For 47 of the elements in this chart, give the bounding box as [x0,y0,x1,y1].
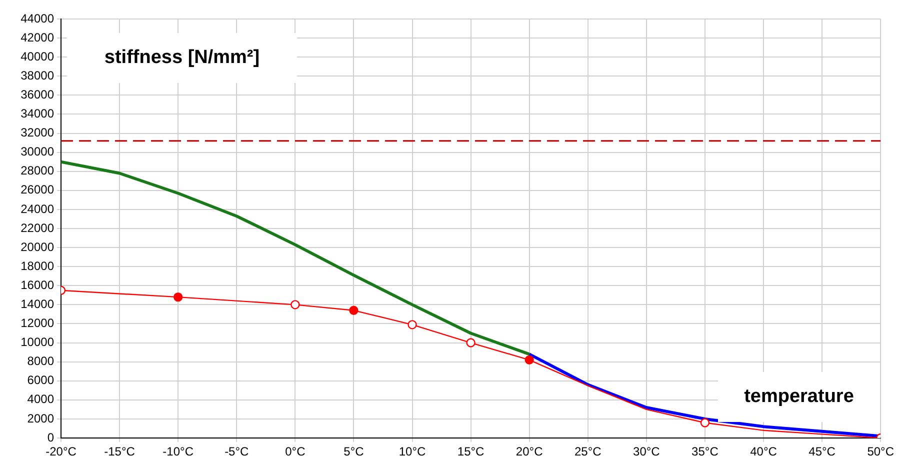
x-tick-label: 20°C [516,444,544,459]
y-tick-label: 22000 [20,220,54,235]
x-tick-label: 40°C [750,444,778,459]
point [524,355,534,365]
y-tick-label: 42000 [20,30,54,44]
x-tick-label: 25°C [574,444,602,459]
point [700,418,710,428]
y-tick-label: 28000 [20,164,54,178]
y-tick-label: 38000 [20,68,54,82]
x-tick-label: 45°C [808,444,836,459]
y-tick-label: 34000 [20,106,54,121]
y-tick-label: 6000 [27,373,54,388]
y-tick-label: 10000 [20,335,54,350]
y-tick-label: 32000 [20,126,54,140]
x-tick-label: 50°C [867,444,894,459]
y-tick-label: 40000 [20,49,54,64]
x-tick-label: 10°C [398,444,426,459]
y-tick-label: 8000 [27,354,54,368]
y-tick-label: 16000 [20,278,54,292]
x-axis-title: temperature [718,372,880,422]
x-tick-label: -15°C [104,444,136,459]
y-tick-label: 30000 [20,144,54,159]
y-tick-label: 44000 [20,11,54,26]
x-tick-label: -5°C [224,444,250,459]
x-tick-label: 5°C [344,444,364,459]
y-tick-label: 0 [47,430,54,444]
y-tick-label: 20000 [20,240,54,254]
x-tick-label: 0°C [285,444,306,459]
y-tick-label: 14000 [20,296,54,311]
x-tick-label: 30°C [633,444,660,459]
point [173,292,183,302]
point [466,338,476,348]
y-tick-label: 4000 [27,392,54,406]
y-tick-label: 2000 [27,411,54,426]
x-tick-label: 15°C [457,444,485,459]
y-tick-label: 12000 [20,316,54,330]
y-tick-label: 18000 [20,258,54,273]
point [408,320,417,330]
y-tick-label: 26000 [20,182,54,197]
y-axis-title: stiffness [N/mm²] [67,33,297,83]
x-tick-label: 35°C [692,444,719,459]
point [349,306,358,315]
x-tick-label: -10°C [162,444,194,459]
point [290,300,300,310]
y-tick-label: 36000 [20,87,54,102]
y-tick-label: 24000 [20,202,54,216]
x-tick-label: -20°C [46,444,77,459]
